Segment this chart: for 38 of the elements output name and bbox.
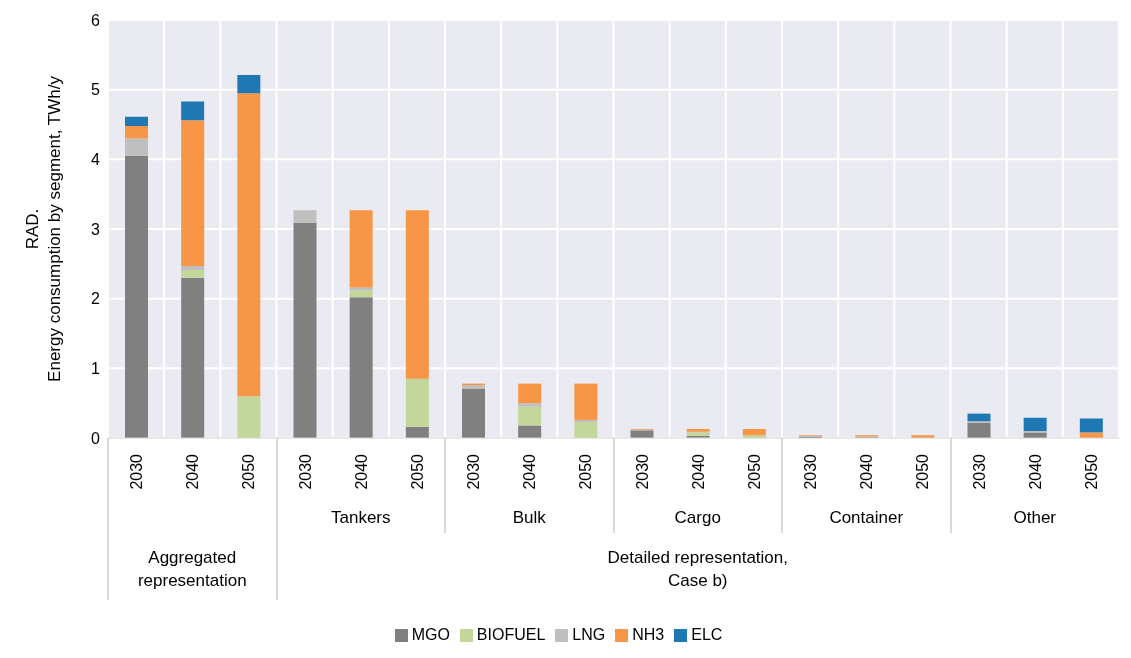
x-tick-label: 2030 xyxy=(296,453,314,490)
y-tick-label: 5 xyxy=(91,81,101,99)
x-tick-label: 2040 xyxy=(184,453,202,490)
x-tick-label: 2030 xyxy=(633,453,651,490)
x-tick-label: 2030 xyxy=(128,453,146,490)
legend-label: LNG xyxy=(572,626,606,643)
legend-label: NH3 xyxy=(632,626,665,643)
x-tick-label: 2040 xyxy=(352,453,370,490)
x-tick-label: 2040 xyxy=(858,453,876,490)
text: Container xyxy=(829,507,904,529)
x-tick-label: 2030 xyxy=(802,453,820,490)
text: Bulk xyxy=(512,507,546,529)
x-tick-label: 2050 xyxy=(240,453,258,490)
text: Cargo xyxy=(674,507,721,529)
x-tick-label: 2030 xyxy=(465,453,483,490)
text: Aggregated representation xyxy=(136,547,248,592)
legend-label: BIOFUEL xyxy=(476,626,546,643)
y-tick-label: 1 xyxy=(91,360,101,378)
x-tick-label: 2050 xyxy=(1082,453,1100,490)
y-axis-title: RAD. Energy consumption by segment, TWh/y xyxy=(23,75,64,382)
legend-label: MGO xyxy=(411,626,450,643)
x-tick-label: 2040 xyxy=(1026,453,1044,490)
y-tick-label: 6 xyxy=(91,11,101,29)
x-tick-label: 2030 xyxy=(970,453,988,490)
text: Tankers xyxy=(330,507,391,529)
y-tick-label: 2 xyxy=(91,290,101,308)
text: Detailed representation, Case b) xyxy=(606,547,789,592)
y-tick-label: 0 xyxy=(91,429,101,447)
x-tick-label: 2050 xyxy=(408,453,426,490)
x-tick-label: 2050 xyxy=(914,453,932,490)
x-tick-label: 2040 xyxy=(521,453,539,490)
y-tick-label: 4 xyxy=(91,151,101,169)
x-tick-label: 2050 xyxy=(745,453,763,490)
x-tick-label: 2040 xyxy=(689,453,707,490)
x-tick-label: 2050 xyxy=(577,453,595,490)
text: Other xyxy=(1013,507,1057,529)
y-tick-label: 3 xyxy=(91,220,101,238)
legend-label: ELC xyxy=(691,626,723,643)
